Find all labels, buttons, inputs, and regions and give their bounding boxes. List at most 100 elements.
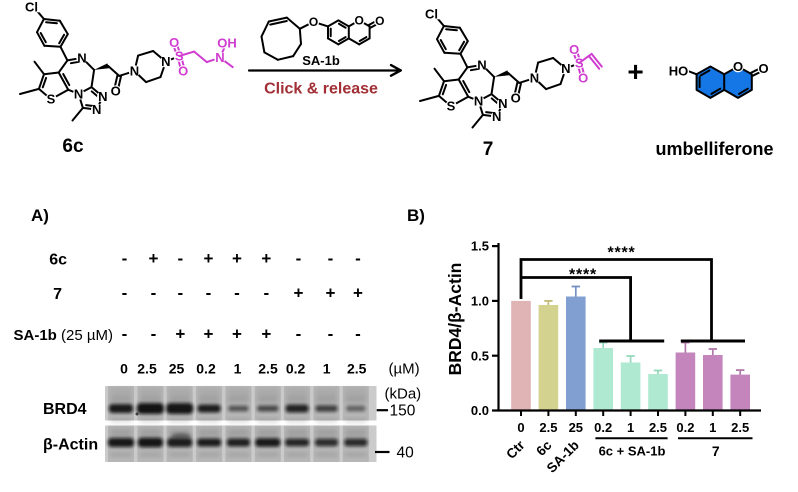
svg-text:N: N [474,94,483,109]
svg-text:-: - [263,284,269,303]
svg-text:O: O [309,15,318,29]
svg-text:0: 0 [120,361,128,377]
svg-text:OH: OH [217,35,237,50]
svg-text:7: 7 [483,139,494,160]
svg-text:6c: 6c [49,252,67,269]
svg-text:-: - [355,249,361,268]
svg-text:1: 1 [234,361,242,377]
svg-text:N: N [530,71,539,86]
svg-text:BRD4: BRD4 [43,401,87,418]
svg-text:6c: 6c [62,136,84,157]
svg-text:2.5: 2.5 [347,361,367,377]
svg-text:N: N [77,50,86,65]
svg-text:2.5: 2.5 [258,361,278,377]
svg-text:S: S [47,92,56,107]
svg-text:β-Actin: β-Actin [43,437,98,454]
svg-text:1: 1 [709,420,716,435]
svg-text:(µM): (µM) [389,361,420,378]
svg-text:0.2: 0.2 [286,361,306,377]
svg-text:0.2: 0.2 [594,420,612,435]
svg-text:1.0: 1.0 [471,294,489,309]
svg-text:-: - [328,249,334,268]
svg-text:+: + [326,284,336,303]
svg-text:N: N [498,96,507,111]
svg-text:-: - [296,249,302,268]
svg-text:-: - [355,325,361,344]
svg-text:0.0: 0.0 [471,403,489,418]
svg-text:-: - [206,284,212,303]
svg-text:25: 25 [169,361,185,377]
svg-text:+: + [294,284,304,303]
svg-text:-: - [122,325,128,344]
svg-text:Ctr: Ctr [503,437,528,462]
svg-text:O: O [511,91,521,106]
svg-text:150: 150 [390,403,416,420]
svg-text:-: - [328,325,334,344]
svg-text:7: 7 [53,286,62,303]
svg-text:7: 7 [712,443,720,459]
svg-text:-: - [122,284,128,303]
svg-text:2.5: 2.5 [731,420,749,435]
svg-text:Cl: Cl [425,6,438,21]
svg-text:SA-1b: SA-1b [302,53,340,68]
svg-text:1.5: 1.5 [471,239,489,254]
svg-text:6c: 6c [533,437,555,459]
svg-text:A): A) [31,206,49,225]
svg-text:Cl: Cl [25,0,38,14]
svg-text:-: - [151,284,157,303]
svg-text:1: 1 [627,420,634,435]
svg-text:BRD4/β-Actin: BRD4/β-Actin [445,263,465,376]
svg-text:N: N [98,89,107,104]
svg-text:O: O [578,71,588,86]
svg-text:0.2: 0.2 [676,420,694,435]
svg-text:0: 0 [517,420,524,435]
svg-text:+: + [261,249,271,268]
svg-text:N: N [130,64,139,79]
svg-text:-: - [151,325,157,344]
svg-text:O: O [111,84,121,99]
svg-text:N: N [161,54,170,69]
svg-text:N: N [74,87,83,102]
svg-text:+: + [204,325,214,344]
svg-text:HO: HO [669,64,689,79]
svg-text:+: + [175,325,185,344]
svg-text:-: - [177,284,183,303]
svg-text:****: **** [607,245,635,262]
svg-text:6c + SA-1b: 6c + SA-1b [599,444,666,459]
svg-text:+: + [627,56,643,87]
svg-text:-: - [122,249,128,268]
svg-text:Click & release: Click & release [264,81,378,98]
svg-text:+: + [149,249,159,268]
svg-text:O: O [733,59,743,74]
svg-text:2.5: 2.5 [649,420,667,435]
svg-text:O: O [758,61,768,76]
svg-text:****: **** [569,267,597,284]
svg-text:N: N [492,109,501,124]
svg-text:-: - [296,325,302,344]
svg-text:0.2: 0.2 [196,361,216,377]
svg-text:+: + [353,284,363,303]
svg-text:SA-1b (25 µM): SA-1b (25 µM) [14,327,114,344]
svg-text:umbelliferone: umbelliferone [655,139,773,159]
svg-text:1: 1 [323,361,331,377]
svg-text:O: O [178,64,188,79]
svg-text:+: + [204,249,214,268]
svg-text:+: + [232,325,242,344]
svg-text:25: 25 [569,420,583,435]
svg-text:N: N [477,57,486,72]
svg-text:N: N [92,102,101,117]
svg-text:+: + [261,325,271,344]
svg-text:S: S [447,99,456,114]
svg-text:O: O [169,35,179,50]
svg-text:(kDa): (kDa) [385,386,422,403]
svg-text:2.5: 2.5 [539,420,557,435]
svg-text:B): B) [407,206,425,225]
svg-text:N: N [215,50,224,65]
svg-text:-: - [234,284,240,303]
svg-text:N: N [561,61,570,76]
svg-text:40: 40 [397,445,415,462]
svg-text:0.5: 0.5 [471,348,489,363]
svg-text:O: O [355,13,364,27]
svg-text:O: O [569,42,579,57]
svg-text:2.5: 2.5 [137,361,157,377]
